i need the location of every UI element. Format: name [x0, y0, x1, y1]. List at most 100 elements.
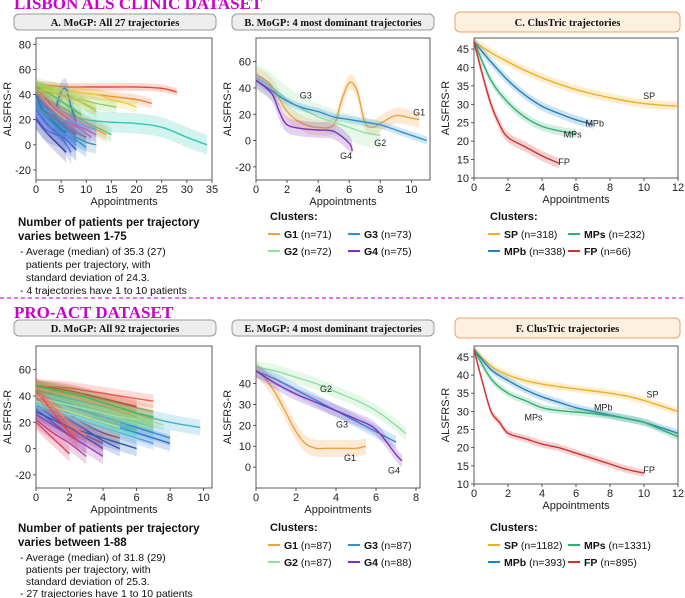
series-group: [36, 377, 201, 465]
series-line: [36, 87, 137, 108]
legend-panel-c: Clusters: SP (n=318) MPs (n=232) MPb (n=338…: [488, 211, 645, 258]
series-label: SP: [646, 390, 658, 400]
series-band: [36, 380, 154, 424]
y-tick-label: 30: [457, 406, 469, 418]
x-axis-label: Appointments: [542, 194, 610, 206]
panel-title: E. MoGP: 4 most dominant trajectories: [244, 324, 421, 335]
x-tick-label: 6: [573, 182, 579, 194]
note-line: - Average (median) of 35.3 (27): [20, 246, 166, 258]
series-line: [256, 79, 353, 152]
x-tick-label: 6: [373, 492, 379, 504]
y-tick-label: 30: [239, 399, 251, 411]
y-tick-label: 10: [239, 441, 251, 453]
legend-item-text: FP (n=895): [584, 557, 637, 569]
x-tick-label: 0: [253, 184, 259, 196]
notes-proact: Number of patients per trajectory varies…: [18, 523, 200, 598]
series-line: [256, 368, 367, 450]
legend-panel-f: Clusters: SP (n=1182) MPs (n=1331) MPb (n=3…: [488, 522, 651, 569]
panel-title-box: [454, 11, 681, 33]
y-tick-label: 45: [457, 352, 469, 364]
y-tick-label: 10: [457, 479, 469, 491]
note-line: - 4 trajectories have 1 to 10 patients: [20, 285, 187, 297]
panel-title-box: [13, 13, 217, 31]
series-line: [256, 76, 381, 136]
note-line: - Average (median) of 31.8 (29): [20, 552, 166, 564]
series-line: [36, 395, 164, 426]
series-line: [256, 366, 407, 435]
series-line: [36, 387, 154, 421]
series-band: [36, 89, 107, 143]
x-tick-label: 35: [206, 184, 218, 196]
series-band: [36, 401, 87, 454]
legend-item-text: G4 (n=88): [364, 557, 412, 569]
series-line: [36, 403, 137, 437]
legend-item-text: MPb (n=338): [504, 246, 566, 258]
y-tick-label: 40: [239, 83, 251, 95]
y-tick-label: 20: [19, 417, 31, 429]
legend-item-text: G2 (n=87): [284, 557, 332, 569]
series-line: [256, 370, 397, 443]
legend-item-text: G2 (n=72): [284, 246, 332, 258]
series-band: [474, 346, 644, 477]
plot-frame: [255, 345, 421, 489]
series-line: [36, 384, 154, 402]
series-line: [36, 116, 72, 153]
y-axis-label: ALSFRS-R: [440, 81, 452, 135]
legend-title: Clusters:: [270, 522, 318, 534]
y-axis-label: ALSFRS-R: [2, 82, 14, 136]
x-tick-label: 0: [471, 182, 477, 194]
legend-item-text: MPs (n=232): [584, 229, 645, 241]
series-band: [36, 403, 137, 457]
panel-title: C. ClusTric trajectories: [515, 18, 621, 29]
series-band: [36, 377, 120, 446]
x-axis-label: Appointments: [90, 196, 158, 208]
note-line: - 27 trajectories have 1 to 10 patients: [20, 588, 193, 598]
series-band: [36, 78, 97, 119]
series-band: [474, 38, 576, 139]
series-line: [36, 411, 137, 450]
y-tick-label: 40: [457, 62, 469, 74]
y-tick-label: -20: [235, 162, 251, 174]
series-line: [36, 386, 154, 418]
y-tick-label: -20: [15, 165, 31, 177]
x-tick-label: 0: [253, 492, 259, 504]
x-tick-label: 4: [100, 492, 106, 504]
series-label: G1: [413, 108, 425, 118]
legend-panel-e: Clusters: G1 (n=87) G3 (n=87) G2 (n=87) G4 (…: [268, 522, 412, 569]
series-label: SP: [643, 91, 655, 101]
series-group: [36, 78, 208, 164]
series-band: [256, 72, 353, 159]
series-band: [36, 83, 67, 144]
series-label: G1: [344, 453, 356, 463]
series-line: [36, 119, 67, 153]
legend-item-text: MPb (n=393): [504, 557, 566, 569]
note-heading: varies between 1-75: [18, 231, 127, 243]
series-line: [36, 419, 87, 457]
series-band: [36, 389, 164, 432]
series-line: [36, 94, 67, 133]
legend-item-text: G1 (n=71): [284, 229, 332, 241]
series-line: [36, 109, 77, 151]
x-tick-label: 0: [33, 492, 39, 504]
panel-title-box: [231, 319, 435, 337]
x-tick-label: 8: [377, 184, 383, 196]
series-band: [36, 95, 97, 154]
series-line: [36, 89, 97, 136]
series-line: [474, 41, 678, 107]
series-band: [256, 360, 366, 458]
y-tick-label: 0: [25, 140, 31, 152]
legend-item-text: G3 (n=73): [364, 229, 412, 241]
note-line: standard deviation of 25.3.: [20, 576, 150, 588]
legend-item-text: FP (n=66): [584, 246, 631, 258]
series-label: G2: [374, 138, 386, 148]
y-tick-label: 45: [457, 44, 469, 56]
series-band: [36, 83, 67, 126]
legend-item-text: G4 (n=75): [364, 246, 412, 258]
series-line: [36, 413, 104, 457]
x-tick-label: 8: [413, 492, 419, 504]
section-title-proact: PRO-ACT DATASET: [14, 303, 174, 322]
series-label: G2: [320, 384, 332, 394]
x-tick-label: 4: [539, 488, 545, 500]
series-line: [36, 88, 97, 111]
series-label: MPb: [594, 403, 613, 413]
